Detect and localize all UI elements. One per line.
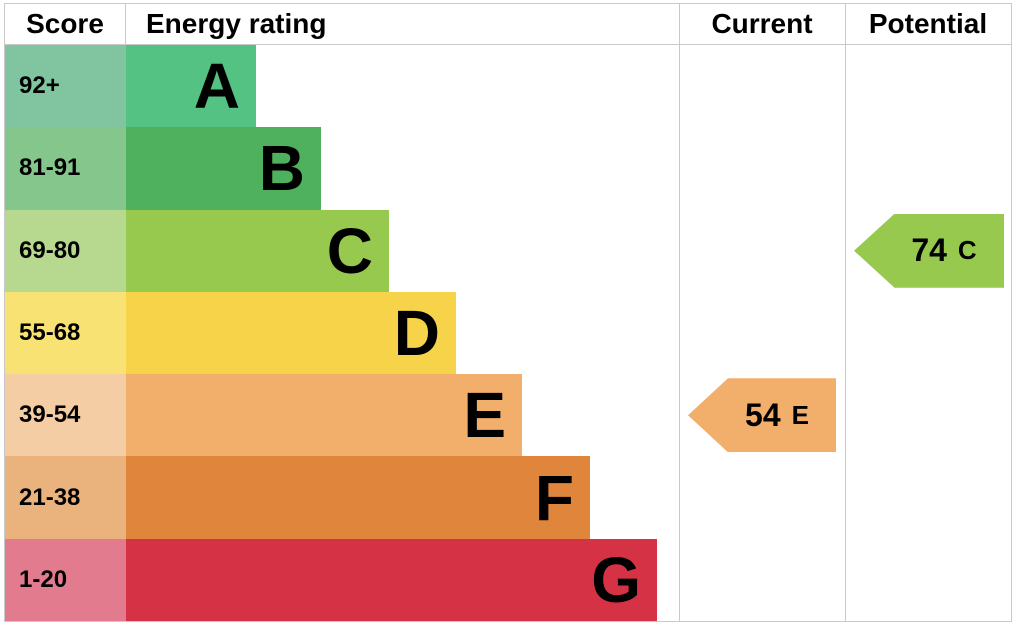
current-band-letter: E — [791, 399, 809, 430]
rating-bar: D — [126, 291, 456, 375]
rating-bar: C — [126, 209, 389, 292]
header-score: Score — [5, 4, 126, 44]
potential-band-letter: C — [957, 235, 977, 266]
score-cell: 1-20 — [5, 538, 126, 621]
potential-score-value: 74 — [911, 232, 947, 269]
band-letter: A — [193, 50, 240, 123]
rating-bar: F — [126, 456, 590, 539]
score-cell: 81-91 — [5, 127, 126, 210]
band-row-d: 55-68 D — [5, 291, 1011, 375]
rating-bar: B — [126, 127, 321, 210]
header-row: Score Energy rating Current Potential — [5, 4, 1011, 45]
score-cell: 39-54 — [5, 374, 126, 457]
rating-bar: G — [126, 538, 657, 621]
band-letter: G — [591, 543, 641, 616]
band-letter: E — [463, 379, 506, 452]
band-letter: D — [393, 296, 440, 369]
score-cell: 69-80 — [5, 209, 126, 292]
band-row-c: 69-80 C — [5, 209, 1011, 292]
band-letter: B — [258, 132, 305, 205]
header-current: Current — [711, 8, 813, 39]
header-potential: Potential — [868, 8, 988, 39]
band-row-a: 92+ A — [5, 45, 1011, 128]
current-column-divider — [679, 4, 680, 621]
header-energy-rating: Energy rating — [146, 8, 327, 39]
band-letter: C — [326, 214, 373, 287]
rating-bar: E — [126, 374, 522, 457]
band-row-g: 1-20 G — [5, 538, 1011, 621]
score-cell: 55-68 — [5, 291, 126, 375]
score-cell: 21-38 — [5, 456, 126, 539]
band-rows: 92+ A 81-91 B 69-80 C 55-68 D 39-54 E 21… — [5, 45, 1011, 621]
band-row-b: 81-91 B — [5, 127, 1011, 210]
band-letter: F — [534, 461, 574, 534]
potential-column-divider — [845, 4, 846, 621]
rating-bar: A — [126, 45, 256, 128]
band-row-e: 39-54 E — [5, 374, 1011, 457]
epc-table: Score Energy rating Current Potential 92… — [4, 3, 1012, 622]
score-cell: 92+ — [5, 45, 126, 128]
current-score-value: 54 — [745, 396, 781, 433]
band-row-f: 21-38 F — [5, 456, 1011, 539]
